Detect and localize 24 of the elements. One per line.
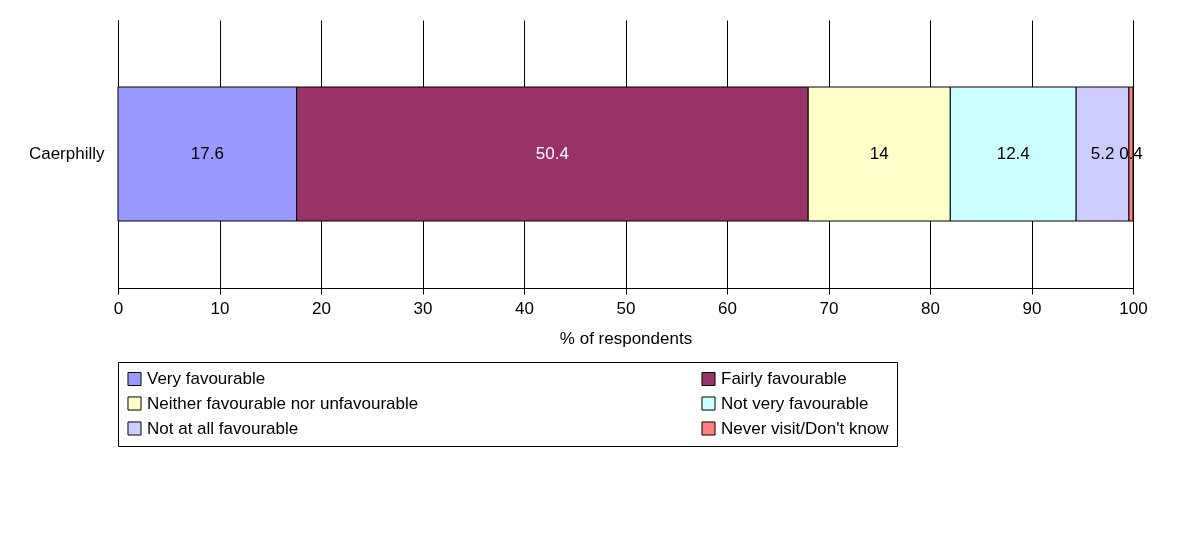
x-tick-label: 0 (113, 298, 124, 318)
x-tick-label: 80 (921, 298, 940, 318)
x-tick-label: 40 (515, 298, 534, 318)
x-tick-label: 30 (413, 298, 433, 318)
x-axis-title: % of respondents (559, 328, 693, 348)
legend-label: Fairly favourable (721, 368, 847, 388)
x-tick-label: 10 (210, 298, 230, 318)
data-label: 14 (869, 144, 889, 163)
legend-label: Neither favourable nor unfavourable (147, 393, 419, 413)
data-label: 50.4 (535, 144, 569, 163)
data-label: 17.6 (190, 144, 224, 163)
legend-label: Not at all favourable (147, 418, 299, 438)
legend-label: Very favourable (147, 368, 266, 388)
x-tick-label: 50 (616, 298, 636, 318)
y-tick-label: Caerphilly (28, 144, 105, 163)
data-label: 12.4 (996, 144, 1030, 163)
data-label: 5.2 (1090, 144, 1115, 163)
legend-label: Not very favourable (721, 393, 869, 413)
x-tick-label: 70 (819, 298, 839, 318)
x-tick-label: 100 (1119, 298, 1148, 318)
legend-label: Never visit/Don't know (721, 418, 890, 438)
x-tick-label: 20 (312, 298, 331, 318)
x-tick-label: 60 (718, 298, 737, 318)
x-tick-label: 90 (1022, 298, 1042, 318)
